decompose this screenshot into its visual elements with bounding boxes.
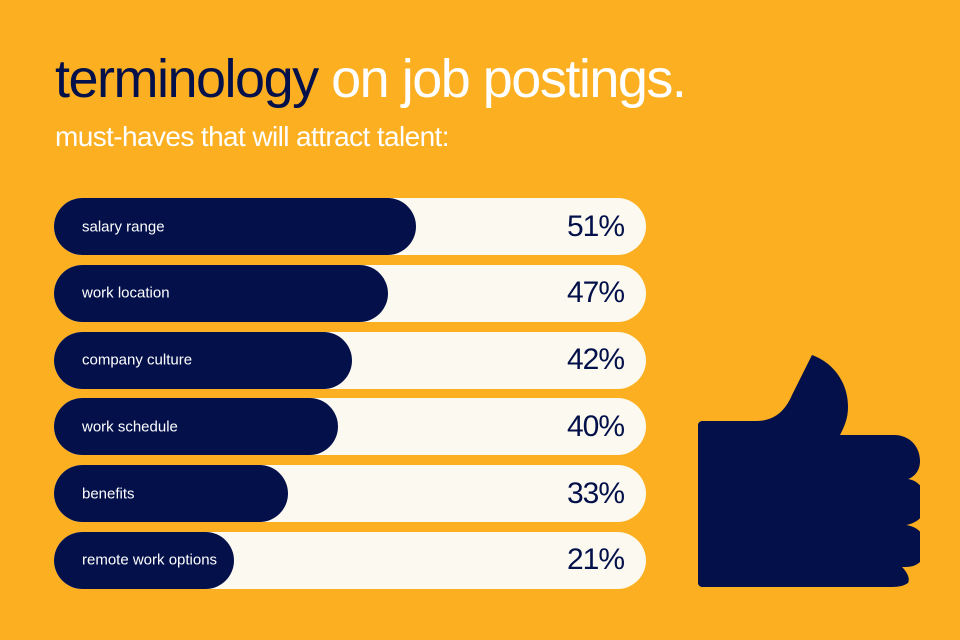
bar-fill: work schedule (54, 398, 338, 456)
bar-row: work schedule 40% (54, 398, 646, 456)
bar-fill: work location (54, 264, 388, 322)
bar-value: 40% (566, 409, 625, 443)
bar-row: work location 47% (54, 264, 646, 322)
title-dark: terminology (55, 49, 319, 109)
bar-label: benefits (82, 485, 135, 503)
subtitle: must-haves that will attract talent: (55, 121, 450, 152)
bar-row: salary range 51% (54, 198, 646, 255)
bar-fill: company culture (54, 331, 353, 389)
bar-value: 33% (566, 476, 625, 510)
bar-label: remote work options (82, 551, 218, 569)
bar-row: company culture 42% (54, 331, 646, 389)
bar-label: salary range (82, 218, 165, 235)
thumbs-up-icon (698, 355, 920, 587)
bar-row: benefits 33% (54, 465, 646, 523)
page-title: terminology on job postings. (55, 49, 687, 109)
bar-value: 21% (566, 543, 625, 577)
bar-row: remote work options 21% (54, 531, 646, 589)
bar-label: work location (82, 284, 170, 302)
bar-value: 51% (566, 209, 625, 243)
bar-fill: remote work options (54, 531, 234, 589)
title-light: on job postings. (331, 49, 687, 109)
bar-label: company culture (82, 351, 193, 369)
bar-fill: salary range (54, 198, 416, 255)
bar-chart: salary range 51% work location 47% company c… (54, 198, 646, 599)
bar-fill: benefits (54, 465, 289, 523)
bar-value: 47% (566, 276, 625, 310)
bar-value: 42% (566, 343, 625, 377)
bar-label: work schedule (82, 418, 178, 436)
